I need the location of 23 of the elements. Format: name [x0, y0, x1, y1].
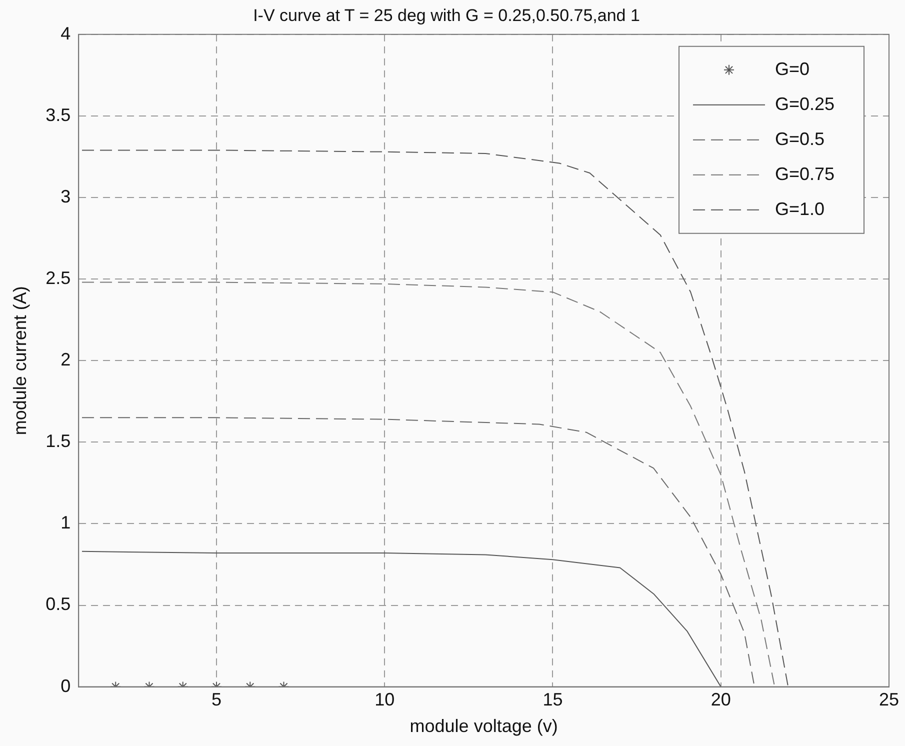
legend-label: G=1.0: [775, 198, 825, 219]
legend-label: G=0.5: [775, 128, 825, 149]
chart-title: I-V curve at T = 25 deg with G = 0.25,0.50.75,and 1: [253, 6, 640, 25]
y-tick-label: 1.5: [46, 431, 71, 452]
y-tick-label: 0.5: [46, 594, 71, 614]
y-axis-title: module current (A): [10, 286, 30, 436]
y-tick-label: 0: [60, 676, 71, 696]
y-tick-label: 1: [60, 512, 71, 533]
y-tick-label: 4: [60, 23, 71, 44]
y-tick-label: 3.5: [46, 104, 71, 125]
x-axis-title: module voltage (v): [410, 716, 558, 736]
legend-label: G=0.75: [775, 164, 835, 184]
y-tick-label: 2.5: [46, 268, 71, 288]
x-tick-label: 25: [878, 690, 900, 710]
legend-label: G=0: [775, 58, 810, 79]
legend-label: G=0.25: [775, 94, 835, 114]
x-tick-label: 20: [710, 690, 731, 710]
x-tick-label: 15: [542, 690, 563, 710]
x-tick-label: 10: [374, 690, 395, 710]
y-tick-label: 3: [60, 186, 71, 206]
x-tick-label: 5: [211, 690, 222, 710]
line-series: [81, 282, 776, 687]
y-tick-label: 2: [60, 350, 71, 370]
